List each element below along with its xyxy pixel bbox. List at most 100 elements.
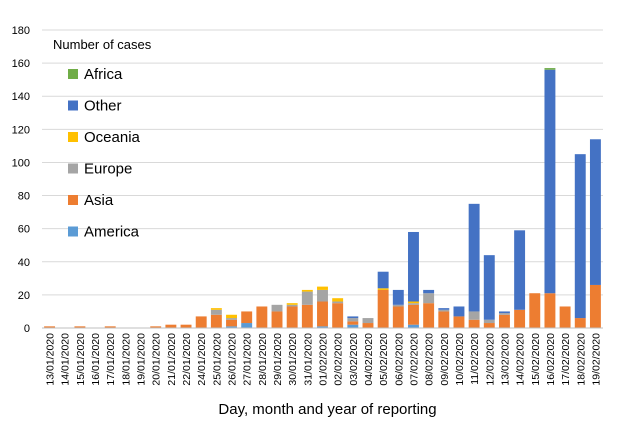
bar-segment-europe bbox=[483, 319, 495, 324]
bar-segment-other bbox=[453, 306, 465, 317]
x-tick-label: 07/02/2020 bbox=[408, 333, 420, 386]
bar-segment-oceania bbox=[377, 288, 389, 290]
legend-label-asia: Asia bbox=[84, 192, 114, 209]
bar-segment-other bbox=[514, 230, 526, 310]
legend-swatch-america bbox=[68, 226, 78, 237]
bar-segment-asia bbox=[180, 324, 192, 328]
x-axis-title: Day, month and year of reporting bbox=[218, 401, 436, 418]
y-gridlines bbox=[42, 29, 603, 296]
bar-segment-asia bbox=[589, 284, 601, 328]
bar-segment-asia bbox=[453, 316, 465, 328]
bar-segment-oceania bbox=[301, 289, 313, 292]
bar-segment-europe bbox=[317, 289, 328, 302]
bar-segment-asia bbox=[574, 318, 586, 328]
y-tick-label: 140 bbox=[12, 91, 30, 103]
bar-segment-oceania bbox=[332, 298, 344, 302]
x-tick-label: 13/01/2020 bbox=[45, 333, 57, 386]
legend-label-oceania: Oceania bbox=[84, 129, 141, 146]
x-tick-label: 18/02/2020 bbox=[575, 333, 587, 386]
x-tick-label: 18/01/2020 bbox=[120, 333, 132, 386]
bar-segment-asia bbox=[317, 301, 328, 327]
x-tick-label: 15/02/2020 bbox=[530, 333, 542, 386]
bar-segment-other bbox=[483, 255, 495, 320]
bar-segment-america bbox=[241, 323, 253, 328]
x-tick-label: 10/02/2020 bbox=[454, 333, 466, 386]
y-tick-label: 80 bbox=[18, 191, 30, 203]
x-tick-label: 08/02/2020 bbox=[424, 333, 436, 386]
bar-segment-oceania bbox=[286, 303, 298, 305]
bar-segment-europe bbox=[408, 303, 419, 305]
legend-swatch-other bbox=[68, 100, 78, 111]
x-tick-label: 22/01/2020 bbox=[181, 333, 193, 386]
y-tick-label: 40 bbox=[18, 257, 30, 269]
bar-segment-asia bbox=[468, 319, 480, 328]
bar-segment-america bbox=[226, 326, 237, 328]
bar-segment-oceania bbox=[317, 286, 328, 290]
legend-swatch-africa bbox=[68, 69, 78, 79]
legend-label-other: Other bbox=[84, 98, 122, 115]
bar-segment-asia bbox=[256, 306, 268, 328]
bar-segment-asia bbox=[44, 326, 56, 328]
bars bbox=[44, 68, 601, 328]
bar-segment-asia bbox=[392, 306, 404, 328]
y-tick-label: 20 bbox=[18, 290, 30, 302]
bar-segment-asia bbox=[514, 309, 526, 328]
x-tick-label: 13/02/2020 bbox=[499, 333, 511, 386]
x-tick-label: 16/01/2020 bbox=[90, 333, 102, 386]
legend-label-africa: Africa bbox=[84, 66, 123, 83]
bar-segment-other bbox=[589, 139, 601, 285]
x-tick-label: 01/02/2020 bbox=[318, 333, 330, 386]
bar-segment-oceania bbox=[226, 314, 237, 319]
y-tick-label: 160 bbox=[12, 58, 30, 70]
bar-segment-asia bbox=[347, 321, 359, 325]
x-tick-label: 03/02/2020 bbox=[348, 333, 360, 386]
x-tick-label: 19/02/2020 bbox=[590, 333, 602, 386]
bar-segment-other bbox=[392, 289, 404, 305]
bar-segment-other bbox=[408, 231, 419, 302]
x-tick-label: 17/01/2020 bbox=[105, 333, 117, 386]
y-tick-label: 180 bbox=[12, 25, 30, 37]
legend-swatch-europe bbox=[68, 163, 78, 174]
bar-segment-europe bbox=[423, 293, 435, 304]
bar-segment-europe bbox=[362, 318, 374, 324]
bar-segment-asia bbox=[150, 326, 162, 328]
y-tick-label: 60 bbox=[18, 224, 30, 236]
legend-swatch-oceania bbox=[68, 132, 78, 142]
bar-segment-asia bbox=[362, 323, 374, 328]
bar-segment-oceania bbox=[210, 308, 222, 310]
x-tick-label: 30/01/2020 bbox=[287, 333, 299, 386]
y-axis-ticks: 0 20 40 60 80 100 120 140 160 180 bbox=[12, 25, 30, 335]
x-tick-label: 20/01/2020 bbox=[151, 333, 163, 386]
y-tick-label: 120 bbox=[12, 124, 30, 136]
bar-segment-asia bbox=[332, 303, 344, 328]
bar-segment-other bbox=[544, 69, 556, 294]
x-tick-label: 16/02/2020 bbox=[545, 333, 557, 386]
y-tick-label: 100 bbox=[12, 157, 30, 169]
x-axis-ticks: 13/01/2020 14/01/2020 15/01/2020 16/01/2020… bbox=[45, 333, 603, 386]
bar-segment-america bbox=[408, 324, 419, 328]
x-tick-label: 02/02/2020 bbox=[333, 333, 345, 386]
bar-segment-asia bbox=[210, 314, 222, 328]
bar-segment-other bbox=[468, 203, 480, 312]
bar-segment-europe bbox=[301, 291, 313, 305]
legend: Number of cases Africa Other Oceania Europe… bbox=[53, 37, 152, 241]
x-tick-label: 29/01/2020 bbox=[272, 333, 284, 386]
legend-label-america: America bbox=[84, 224, 140, 241]
bar-segment-other bbox=[347, 316, 359, 319]
y-tick-label: 0 bbox=[24, 323, 30, 335]
bar-segment-europe bbox=[332, 301, 344, 304]
bar-segment-asia bbox=[301, 304, 313, 328]
bar-segment-asia bbox=[498, 314, 510, 328]
x-tick-label: 06/02/2020 bbox=[393, 333, 405, 386]
bar-segment-africa bbox=[544, 68, 556, 70]
bar-segment-other bbox=[438, 308, 450, 310]
bar-segment-asia bbox=[408, 304, 419, 325]
x-tick-label: 21/01/2020 bbox=[166, 333, 178, 386]
bar-segment-asia bbox=[286, 306, 298, 328]
x-tick-label: 17/02/2020 bbox=[560, 333, 572, 386]
bar-segment-asia bbox=[241, 311, 253, 324]
x-tick-label: 19/01/2020 bbox=[136, 333, 148, 386]
bar-segment-oceania bbox=[408, 301, 419, 304]
x-tick-label: 14/02/2020 bbox=[515, 333, 527, 386]
